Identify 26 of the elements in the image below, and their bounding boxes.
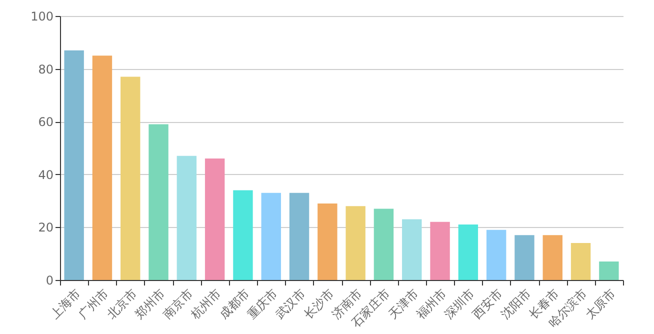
bar: [233, 190, 253, 280]
bar: [64, 50, 84, 280]
bar: [486, 230, 506, 280]
bar: [599, 262, 619, 280]
bar: [430, 222, 450, 280]
bar: [458, 224, 478, 280]
bar: [514, 235, 534, 280]
bar: [204, 158, 225, 280]
y-tick-label: 60: [38, 115, 54, 130]
y-tick-label: 100: [30, 10, 54, 24]
bar: [570, 243, 591, 280]
bar: [542, 235, 562, 280]
y-tick-label: 80: [38, 62, 54, 76]
bar: [402, 219, 422, 280]
bar: [374, 208, 394, 280]
y-tick-label: 20: [38, 220, 54, 235]
bar: [318, 203, 338, 280]
bar: [92, 56, 112, 280]
bar: [176, 156, 197, 280]
bar: [148, 124, 168, 280]
y-tick-label: 0: [46, 274, 54, 288]
bar: [346, 206, 366, 280]
bar: [289, 192, 310, 280]
bar: [120, 76, 140, 280]
bar: [261, 192, 281, 280]
y-tick-label: 40: [38, 168, 54, 182]
